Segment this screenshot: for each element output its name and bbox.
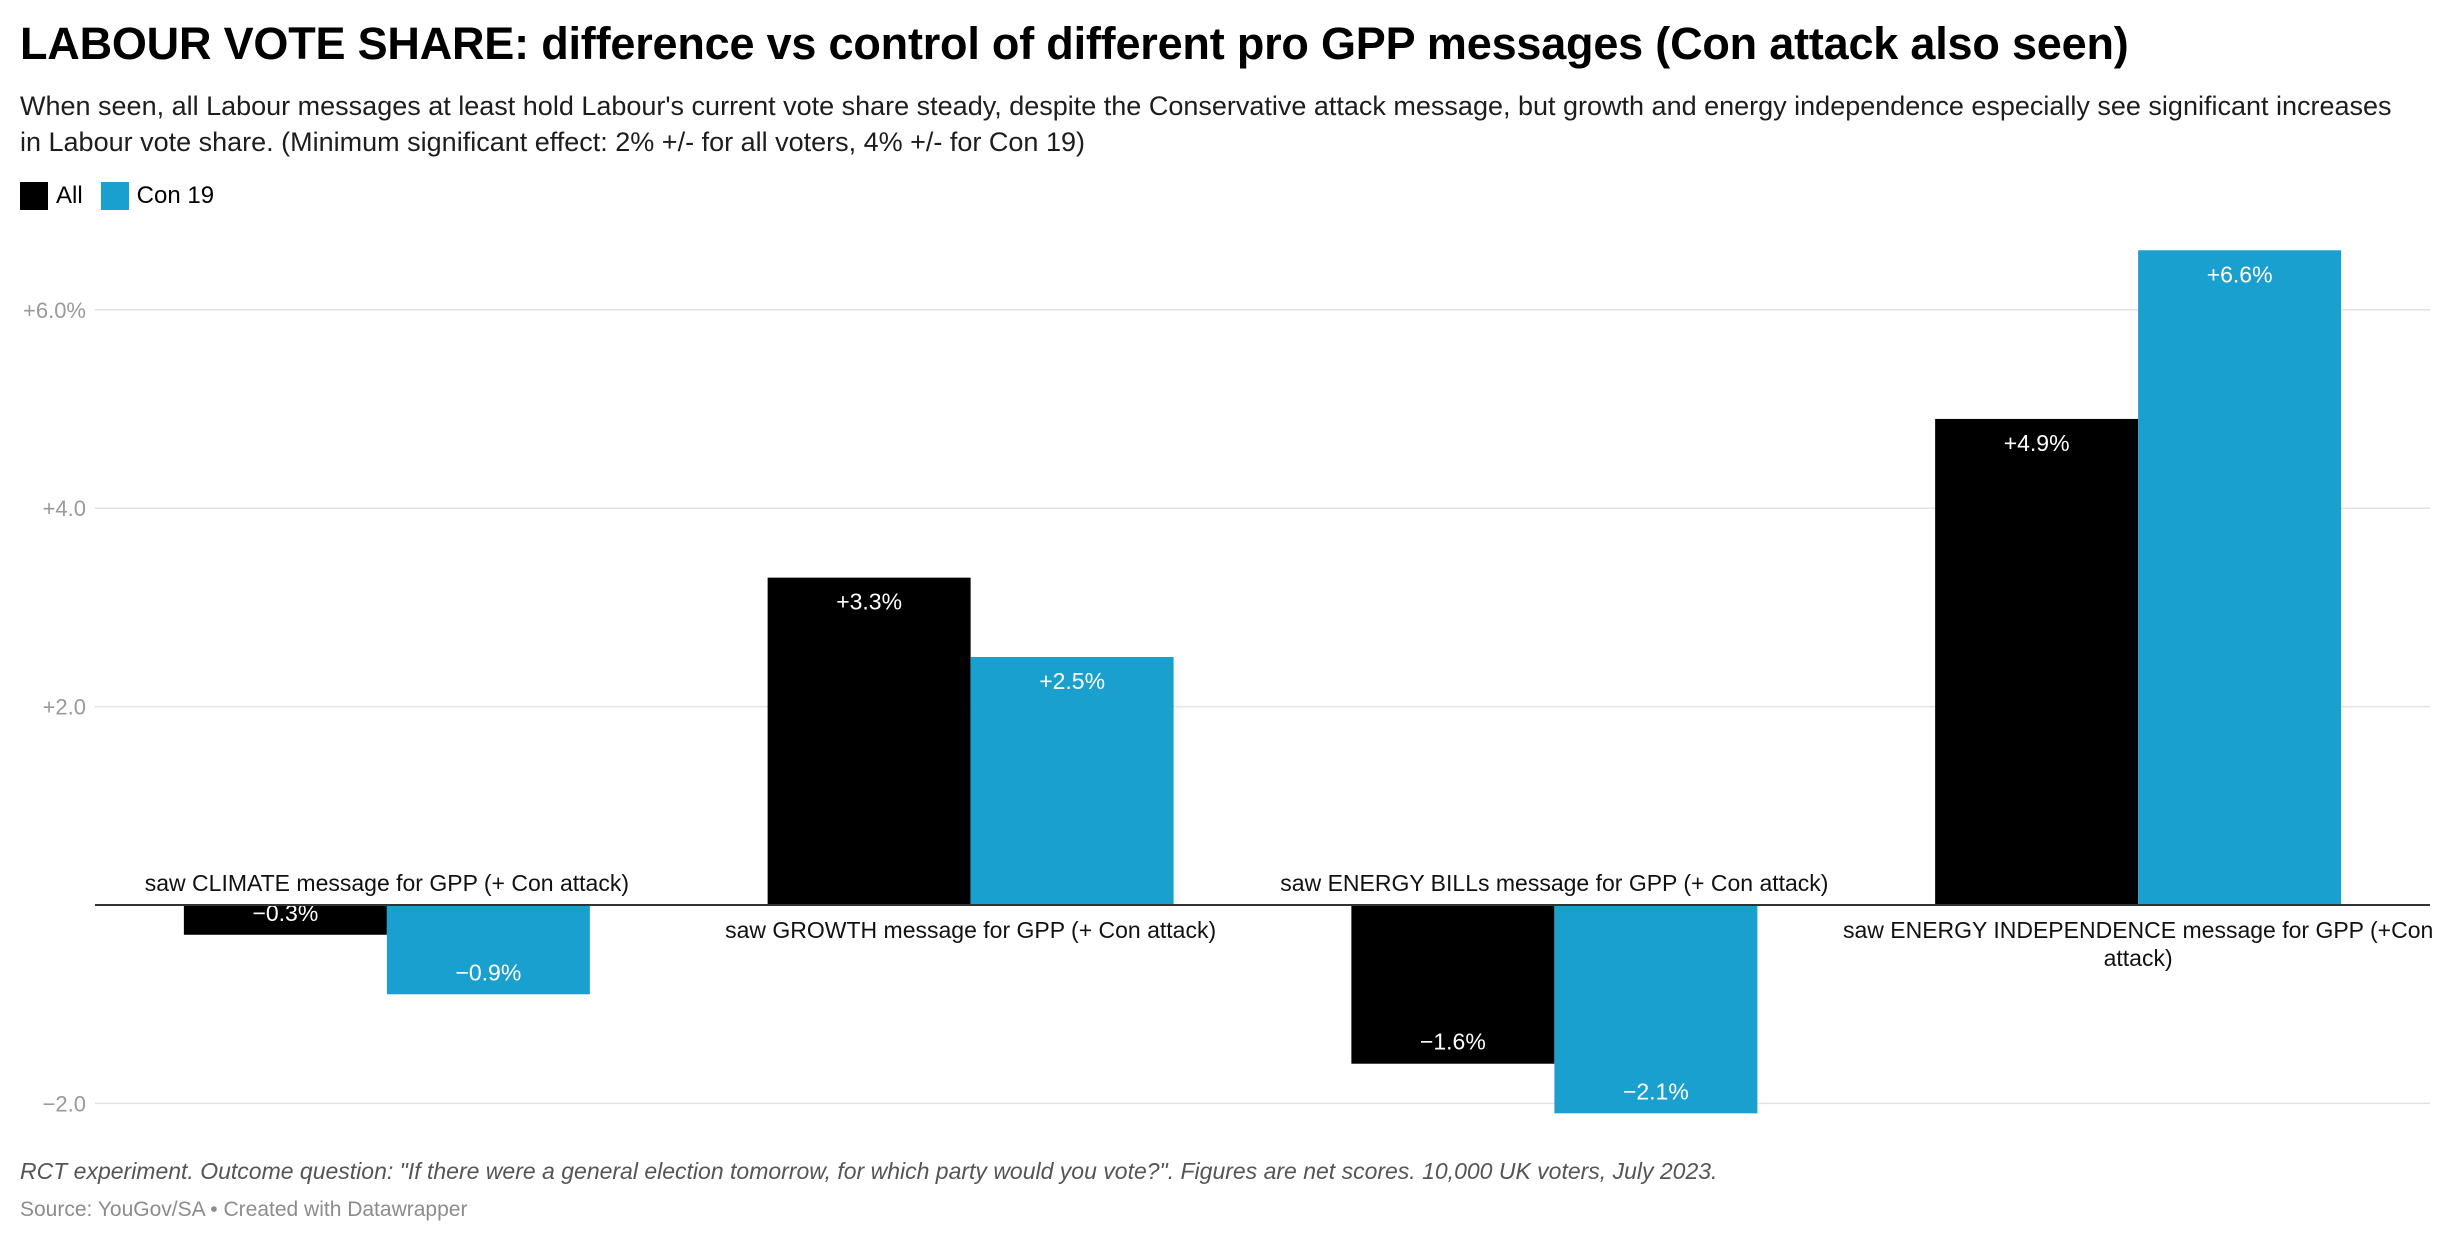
bar-value-label: −0.3% [252, 900, 318, 926]
legend-swatch-all [20, 182, 48, 210]
bar-con19 [970, 657, 1174, 905]
bar-con19 [386, 905, 590, 995]
y-tick-label: −2.0 [43, 1091, 86, 1116]
legend-label-con19: Con 19 [136, 182, 215, 209]
y-tick-label: +2.0 [43, 695, 86, 720]
y-tick-label: +6.0% [23, 298, 86, 323]
bar-value-label: −2.1% [1623, 1078, 1689, 1104]
bar-all [183, 905, 387, 935]
chart-subtitle: When seen, all Labour messages at least … [20, 91, 2392, 157]
legend-swatch-con19 [100, 182, 129, 210]
bar-all [1935, 418, 2139, 905]
legend-item-all: All [20, 182, 83, 210]
y-tick-label: +4.0 [43, 496, 86, 521]
category-label: saw ENERGY BILLs message for GPP (+ Con … [1280, 870, 1828, 896]
bar-value-label: +4.9% [2004, 430, 2070, 456]
chart-title: LABOUR VOTE SHARE: difference vs control… [20, 18, 2129, 69]
bar-value-label: +3.3% [836, 589, 902, 615]
category-label: saw GROWTH message for GPP (+ Con attack… [725, 917, 1216, 943]
bar-all [767, 577, 971, 905]
chart-source: Source: YouGov/SA • Created with Datawra… [20, 1198, 468, 1221]
category-label: saw ENERGY INDEPENDENCE message for GPP … [1843, 917, 2433, 971]
legend-label-all: All [56, 182, 83, 209]
legend: All Con 19 [20, 180, 232, 212]
bar-value-label: −1.6% [1420, 1029, 1486, 1055]
bar-con19 [2138, 250, 2342, 905]
bar-value-label: +2.5% [1039, 668, 1105, 694]
legend-item-con19: Con 19 [100, 182, 215, 210]
chart-notes: RCT experiment. Outcome question: "If th… [20, 1158, 1718, 1184]
bar-all [1351, 905, 1555, 1064]
bar-con19 [1554, 905, 1758, 1114]
bar-value-label: +6.6% [2207, 261, 2273, 287]
category-label: saw CLIMATE message for GPP (+ Con attac… [145, 870, 629, 896]
bar-value-label: −0.9% [455, 959, 521, 985]
